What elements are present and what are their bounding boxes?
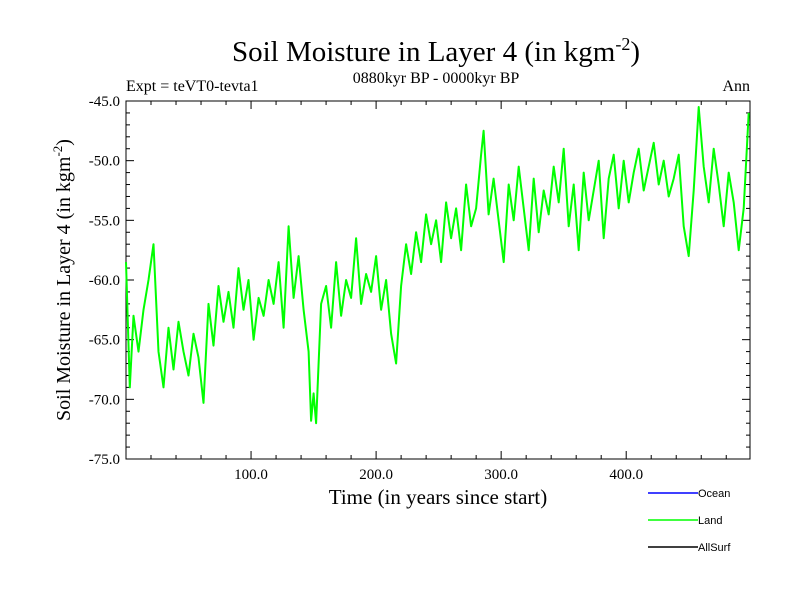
y-tick-label: -60.0 bbox=[89, 273, 120, 289]
x-tick-label: 100.0 bbox=[234, 467, 268, 483]
y-tick-label: -65.0 bbox=[89, 333, 120, 349]
y-tick-label: -70.0 bbox=[89, 392, 120, 408]
y-axis-label-close: ) bbox=[53, 139, 75, 146]
series-line-land bbox=[125, 106, 750, 425]
chart-title: Soil Moisture in Layer 4 (in kgm-2) bbox=[232, 34, 640, 68]
y-tick-label: -55.0 bbox=[89, 213, 120, 229]
chart-title-main: Soil Moisture in Layer 4 (in kgm bbox=[232, 36, 616, 68]
legend: Ocean Land AllSurf bbox=[648, 488, 731, 554]
y-tick-label: -50.0 bbox=[89, 154, 120, 170]
x-tick-label: 200.0 bbox=[359, 467, 393, 483]
y-tick-label: -45.0 bbox=[89, 94, 120, 110]
y-axis-ticks: -75.0 -70.0 -65.0 -60.0 -55.0 -50.0 -45.0 bbox=[89, 94, 750, 468]
x-axis-label: Time (in years since start) bbox=[329, 485, 548, 509]
y-tick-label: -75.0 bbox=[89, 452, 120, 468]
chart-title-superscript: -2 bbox=[615, 34, 630, 54]
subtitle-right: Ann bbox=[722, 78, 750, 95]
x-tick-label: 300.0 bbox=[484, 467, 518, 483]
legend-label-allsurf: AllSurf bbox=[698, 542, 731, 554]
y-axis-label-superscript: -2 bbox=[50, 146, 65, 157]
y-axis-label-main: Soil Moisture in Layer 4 (in kgm bbox=[53, 156, 75, 421]
legend-label-ocean: Ocean bbox=[698, 488, 730, 500]
chart-title-close: ) bbox=[630, 36, 640, 68]
subtitle-left: Expt = teVT0-tevta1 bbox=[126, 78, 259, 95]
x-axis-ticks: 100.0 200.0 300.0 400.0 bbox=[150, 101, 727, 483]
x-tick-label: 400.0 bbox=[609, 467, 643, 483]
plot-frame bbox=[125, 100, 751, 460]
series-layer bbox=[125, 106, 750, 425]
legend-label-land: Land bbox=[698, 515, 722, 527]
y-axis-label: Soil Moisture in Layer 4 (in kgm-2) bbox=[50, 139, 75, 421]
subtitle-center: 0880kyr BP - 0000kyr BP bbox=[353, 70, 520, 87]
